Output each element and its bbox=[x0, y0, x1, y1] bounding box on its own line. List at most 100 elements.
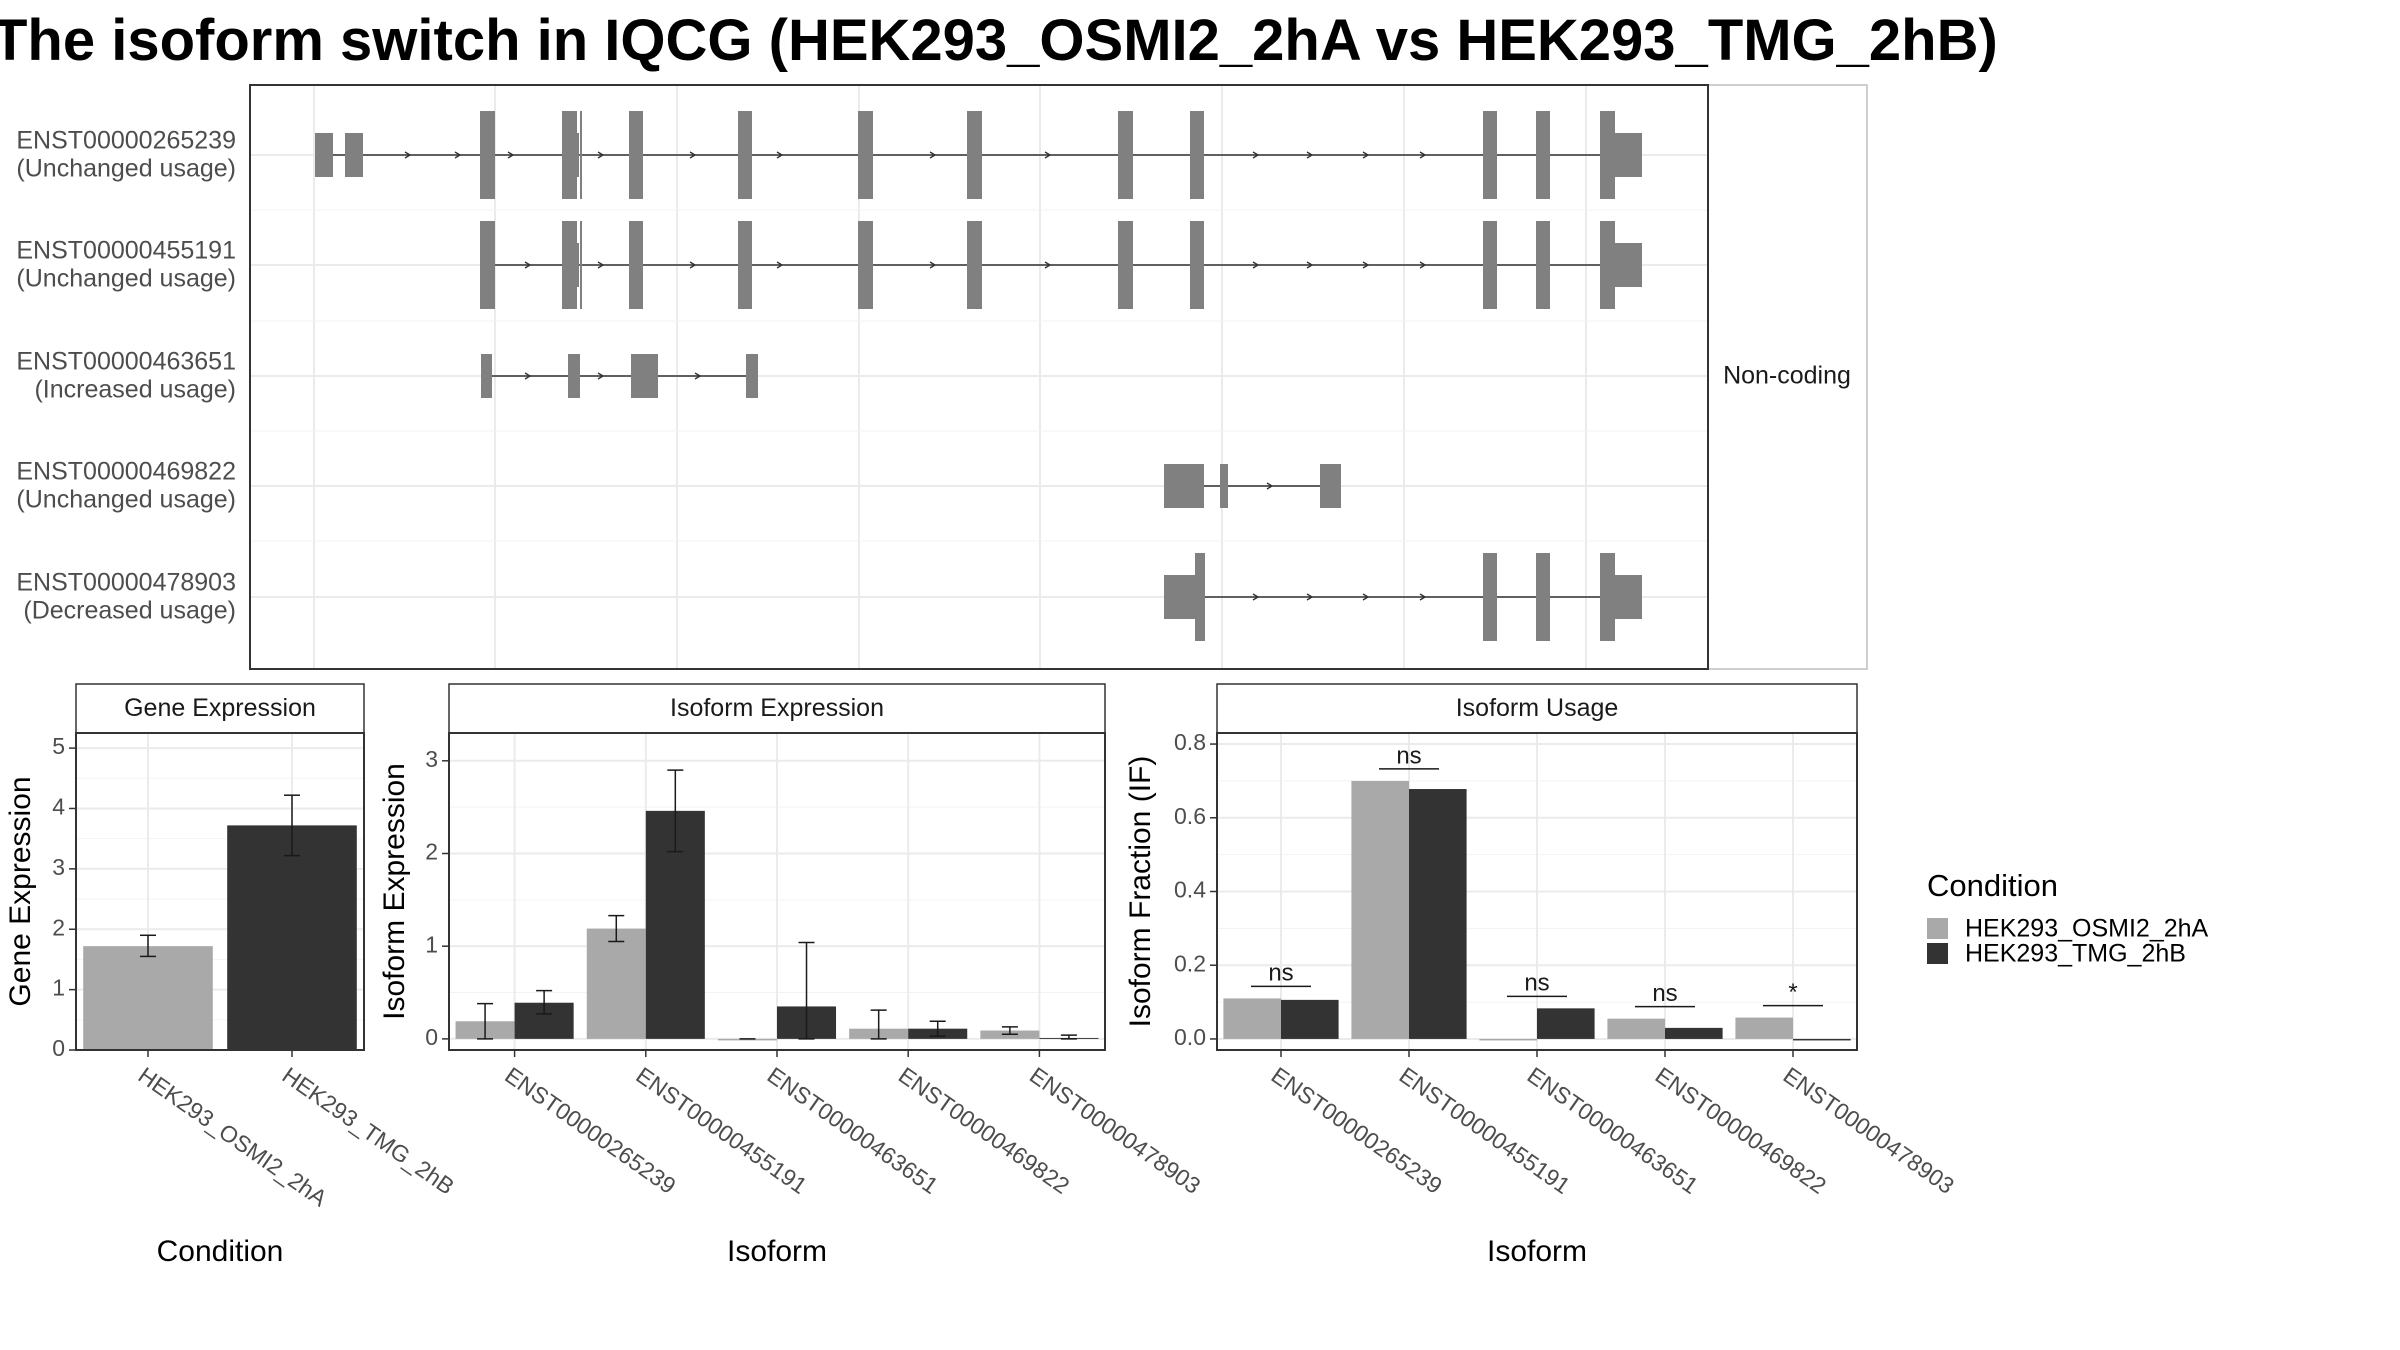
bar bbox=[1537, 1008, 1595, 1039]
bar bbox=[1665, 1027, 1723, 1039]
exon bbox=[1600, 111, 1615, 199]
legend-swatch bbox=[1927, 943, 1948, 964]
y-tick-label: 0 bbox=[52, 1035, 65, 1061]
transcript-id-label: ENST00000469822 bbox=[16, 458, 236, 486]
bar bbox=[1793, 1038, 1851, 1041]
strand-arrow bbox=[1362, 151, 1370, 159]
gene-structure-panel bbox=[249, 84, 1709, 670]
transcript-usage-label: (Increased usage) bbox=[34, 376, 236, 404]
strand-arrow bbox=[1252, 593, 1260, 601]
facet-strip-coding bbox=[1707, 84, 1868, 670]
strand-arrow bbox=[524, 261, 532, 269]
exon bbox=[345, 133, 363, 177]
strand-arrow bbox=[1044, 261, 1052, 269]
exon bbox=[858, 111, 873, 199]
strand-arrow bbox=[1252, 261, 1260, 269]
y-tick-label: 0.8 bbox=[1174, 729, 1206, 755]
isoform-usage-strip bbox=[1216, 683, 1858, 734]
y-tick-label: 0.2 bbox=[1174, 950, 1206, 976]
strand-arrow bbox=[524, 372, 532, 380]
y-tick-label: 0.4 bbox=[1174, 877, 1206, 903]
bar bbox=[1281, 999, 1339, 1039]
strand-arrow bbox=[1419, 593, 1427, 601]
y-tick-label: 5 bbox=[52, 733, 65, 759]
strand-arrow bbox=[597, 372, 605, 380]
exon bbox=[629, 221, 643, 309]
exon bbox=[738, 221, 752, 309]
y-tick-label: 0.0 bbox=[1174, 1024, 1206, 1050]
strand-arrow bbox=[1252, 151, 1260, 159]
exon bbox=[568, 354, 580, 398]
y-tick-label: 1 bbox=[425, 931, 438, 957]
bar bbox=[1735, 1017, 1793, 1039]
strand-arrow bbox=[776, 151, 784, 159]
significance-label: ns bbox=[1524, 970, 1549, 997]
legend-swatch bbox=[1927, 918, 1948, 939]
bar bbox=[1351, 780, 1409, 1039]
transcript-usage-label: (Unchanged usage) bbox=[16, 265, 236, 293]
transcript-usage-label: (Unchanged usage) bbox=[16, 155, 236, 183]
transcript-usage-label: (Unchanged usage) bbox=[16, 486, 236, 514]
transcript-id-label: ENST00000265239 bbox=[16, 127, 236, 155]
bar bbox=[1479, 1038, 1537, 1041]
strand-arrow bbox=[694, 372, 702, 380]
strand-arrow bbox=[454, 151, 462, 159]
exon bbox=[1600, 553, 1615, 641]
exon bbox=[1536, 221, 1550, 309]
bar bbox=[1409, 789, 1467, 1039]
strand-arrow bbox=[1044, 151, 1052, 159]
exon bbox=[1536, 553, 1550, 641]
transcript-id-label: ENST00000478903 bbox=[16, 569, 236, 597]
exon bbox=[480, 111, 495, 199]
exon bbox=[629, 111, 643, 199]
significance-label: * bbox=[1788, 979, 1797, 1006]
legend-item-label: HEK293_OSMI2_2hA bbox=[1965, 915, 2209, 943]
strand-arrow bbox=[1419, 261, 1427, 269]
exon bbox=[967, 111, 982, 199]
strand-arrow bbox=[689, 151, 697, 159]
y-tick-label: 2 bbox=[425, 839, 438, 865]
exon bbox=[1483, 111, 1497, 199]
exon bbox=[746, 354, 758, 398]
exon bbox=[967, 221, 982, 309]
gene-expression-y-axis-title: Gene Expression bbox=[4, 776, 37, 1006]
y-tick-label: 2 bbox=[52, 914, 65, 940]
bar bbox=[1223, 998, 1281, 1039]
strand-arrow bbox=[1266, 482, 1274, 490]
bar bbox=[1607, 1018, 1665, 1039]
exon bbox=[1164, 464, 1204, 508]
exon bbox=[1320, 464, 1341, 508]
y-tick-label: 4 bbox=[52, 794, 65, 820]
bar bbox=[227, 825, 357, 1050]
gene-expression-title: Gene Expression bbox=[124, 694, 316, 722]
strand-arrow bbox=[1419, 151, 1427, 159]
bar bbox=[586, 928, 646, 1039]
transcript-usage-label: (Decreased usage) bbox=[23, 597, 236, 625]
gene-expression-strip bbox=[75, 683, 365, 734]
strand-arrow bbox=[776, 261, 784, 269]
exon bbox=[858, 221, 873, 309]
exon bbox=[1118, 111, 1133, 199]
strand-arrow bbox=[404, 151, 412, 159]
exon bbox=[1483, 221, 1497, 309]
isoform-expression-strip bbox=[448, 683, 1106, 734]
isoform-expression-x-axis-title: Isoform bbox=[727, 1235, 827, 1268]
bar bbox=[83, 946, 213, 1050]
strand-arrow bbox=[507, 151, 515, 159]
exon bbox=[315, 133, 333, 177]
isoform-usage-y-axis-title: Isoform Fraction (IF) bbox=[1124, 756, 1157, 1028]
y-tick-label: 3 bbox=[52, 854, 65, 880]
strand-arrow bbox=[1306, 151, 1314, 159]
significance-label: ns bbox=[1652, 980, 1677, 1007]
transcript-id-label: ENST00000463651 bbox=[16, 348, 236, 376]
isoform-expression-y-axis-title: Isoform Expression bbox=[378, 763, 411, 1020]
strand-arrow bbox=[929, 261, 937, 269]
y-tick-label: 1 bbox=[52, 975, 65, 1001]
exon bbox=[1220, 464, 1228, 508]
exon bbox=[580, 111, 582, 199]
exon bbox=[562, 221, 577, 309]
exon bbox=[1600, 221, 1615, 309]
exon bbox=[1195, 553, 1205, 641]
significance-label: ns bbox=[1396, 742, 1421, 769]
